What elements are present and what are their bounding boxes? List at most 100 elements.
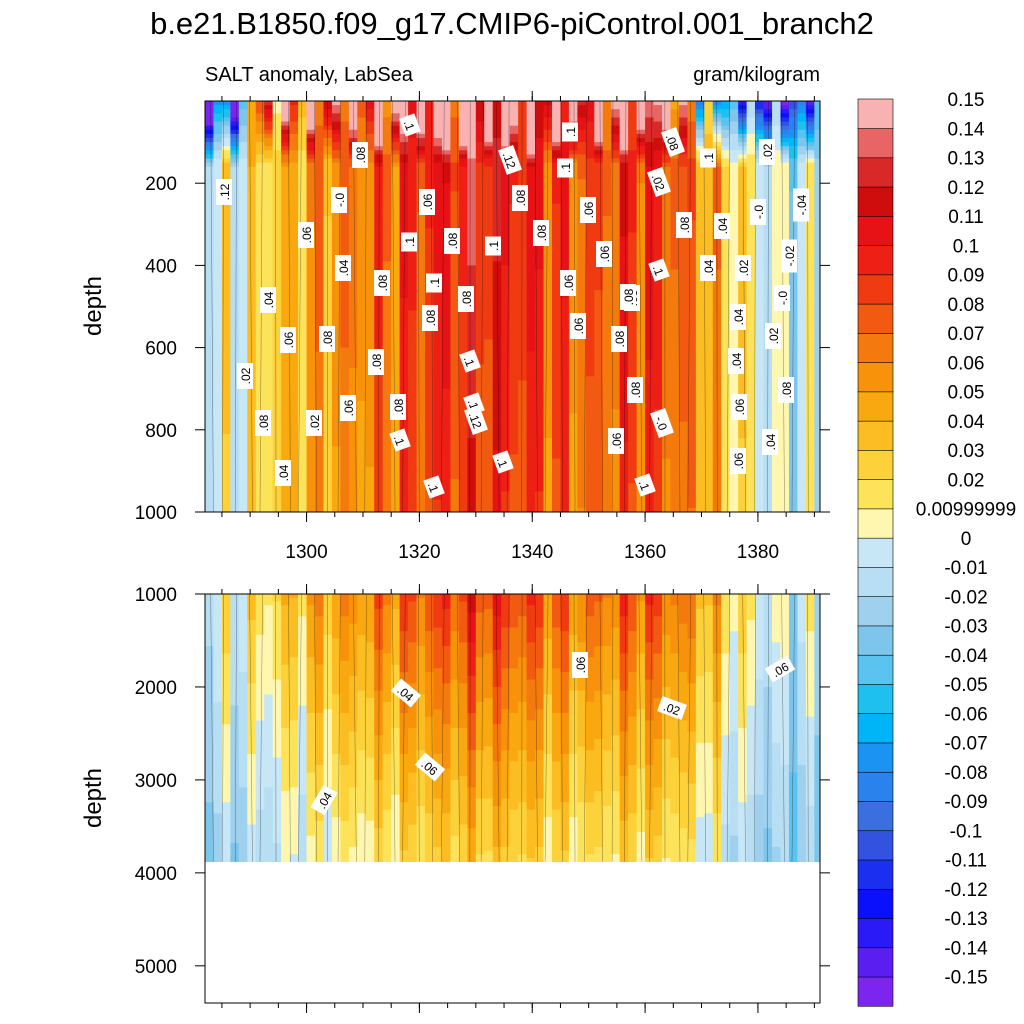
contour-cell <box>205 216 215 221</box>
contour-cell <box>272 454 282 460</box>
contour-cell <box>230 417 240 423</box>
contour-cell <box>594 224 604 230</box>
contour-cell <box>611 179 621 184</box>
contour-cell <box>484 376 494 382</box>
contour-cell <box>450 105 460 110</box>
contour-cell <box>340 339 350 345</box>
contour-cell <box>255 166 265 172</box>
contour-cell <box>552 503 562 509</box>
contour-cell <box>585 253 595 258</box>
contour-cell <box>365 203 375 209</box>
contour-cell <box>348 240 358 246</box>
contour-cell <box>501 191 511 197</box>
contour-cell <box>526 376 536 382</box>
contour-cell <box>230 117 240 123</box>
contour-cell <box>475 298 485 303</box>
contour-cell <box>492 211 502 217</box>
contour-cell <box>331 479 342 484</box>
contour-cell <box>289 228 299 234</box>
contour-cell <box>594 380 604 386</box>
contour-cell <box>433 244 443 250</box>
contour-cell <box>602 146 612 151</box>
contour-cell <box>408 322 418 328</box>
contour-cell <box>306 179 316 184</box>
contour-cell <box>509 364 519 369</box>
contour-cell <box>560 105 570 110</box>
contour-cell <box>526 507 536 512</box>
contour-cell <box>230 351 240 357</box>
contour-cell <box>611 470 621 476</box>
contour-cell <box>509 388 519 394</box>
contour-cell <box>543 281 553 287</box>
contour-cell <box>230 388 240 394</box>
contour-cell <box>585 396 595 402</box>
contour-cell <box>247 166 257 172</box>
contour-cell <box>221 314 231 320</box>
contour-cell <box>441 487 452 493</box>
contour-cell <box>594 495 604 501</box>
contour-cell <box>585 273 595 279</box>
contour-cell <box>382 240 392 246</box>
contour-cell <box>484 216 494 221</box>
contour-cell <box>408 487 418 493</box>
contour-cell <box>238 479 248 484</box>
contour-cell <box>365 339 375 345</box>
contour-cell <box>560 364 570 369</box>
contour-cell <box>306 401 316 406</box>
contour-cell <box>255 405 265 410</box>
contour-cell <box>475 392 485 398</box>
contour-cell <box>560 261 570 266</box>
contour-cell <box>535 384 545 390</box>
contour-cell <box>391 421 401 427</box>
contour-cell <box>509 224 519 230</box>
contour-cell <box>205 479 215 484</box>
contour-cell <box>230 236 240 242</box>
contour-cell <box>374 503 384 509</box>
contour-cell <box>509 442 519 447</box>
contour-cell <box>560 248 570 254</box>
contour-cell <box>416 236 426 242</box>
contour-cell <box>365 281 375 287</box>
contour-cell <box>264 150 274 156</box>
contour-cell <box>484 339 494 345</box>
contour-cell <box>340 240 350 246</box>
contour-cell <box>289 466 299 472</box>
contour-cell <box>264 179 274 184</box>
contour-cell <box>433 392 443 398</box>
contour-cell <box>416 248 426 254</box>
contour-cell <box>543 261 553 266</box>
contour-cell <box>264 376 274 382</box>
contour-cell <box>340 216 350 221</box>
contour-cell <box>552 364 562 369</box>
contour-cell <box>323 298 333 303</box>
contour-cell <box>323 170 333 176</box>
contour-cell <box>619 244 629 250</box>
contour-cell <box>255 174 265 180</box>
contour-cell <box>331 462 342 468</box>
contour-cell <box>441 405 452 410</box>
contour-cell <box>535 396 545 402</box>
contour-cell <box>264 491 274 497</box>
contour-cell <box>221 322 231 328</box>
contour-cell <box>611 224 621 230</box>
contour-cell <box>255 401 265 406</box>
contour-cell <box>264 392 274 398</box>
contour-cell <box>374 142 384 147</box>
contour-cell <box>484 462 494 468</box>
contour-cell <box>577 499 587 505</box>
contour-cell <box>382 343 392 349</box>
contour-cell <box>247 253 257 258</box>
contour-cell <box>611 113 621 119</box>
contour-cell <box>230 277 240 283</box>
contour-cell <box>374 183 384 188</box>
contour-cell <box>526 162 536 168</box>
contour-cell <box>594 322 604 328</box>
contour-cell <box>484 413 494 419</box>
contour-cell <box>543 339 553 345</box>
contour-cell <box>238 429 248 435</box>
contour-cell <box>526 425 536 431</box>
contour-cell <box>365 105 375 110</box>
contour-cell <box>264 487 274 493</box>
contour-cell <box>475 347 485 353</box>
contour-cell <box>433 146 443 151</box>
